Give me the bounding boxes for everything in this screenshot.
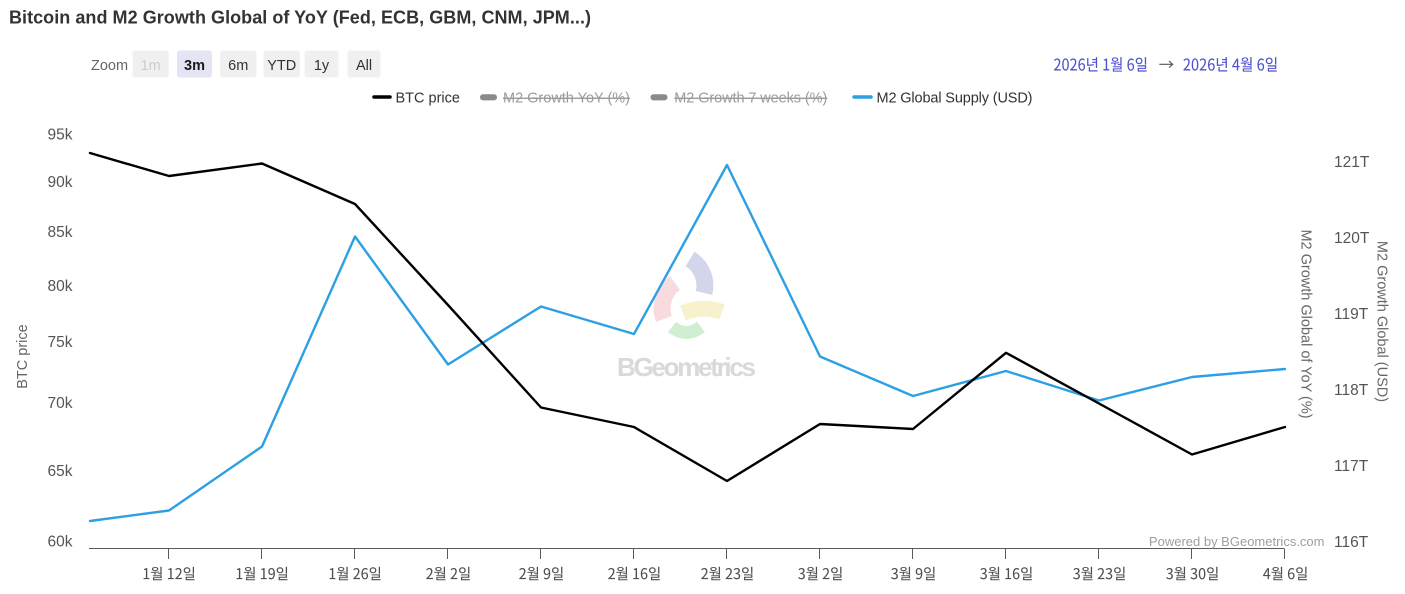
svg-text:60k: 60k (48, 533, 73, 550)
svg-text:M2 Growth YoY (%): M2 Growth YoY (%) (503, 90, 630, 106)
svg-text:M2 Growth Global (USD): M2 Growth Global (USD) (1374, 241, 1390, 402)
svg-text:Bitcoin and M2 Growth Global o: Bitcoin and M2 Growth Global of YoY (Fed… (9, 8, 591, 28)
svg-text:3m: 3m (184, 58, 205, 74)
svg-text:121T: 121T (1334, 154, 1370, 171)
svg-text:90k: 90k (48, 174, 73, 191)
svg-text:Powered by BGeometrics.com: Powered by BGeometrics.com (1149, 534, 1325, 549)
svg-text:119T: 119T (1334, 306, 1369, 323)
svg-text:120T: 120T (1334, 230, 1370, 247)
svg-text:95k: 95k (48, 126, 73, 143)
svg-text:70k: 70k (48, 395, 73, 412)
svg-text:85k: 85k (48, 224, 73, 241)
svg-text:M2 Global Supply (USD): M2 Global Supply (USD) (877, 90, 1033, 106)
svg-text:BTC price: BTC price (396, 90, 460, 106)
svg-text:Zoom: Zoom (91, 58, 128, 74)
svg-text:BGeometrics: BGeometrics (617, 352, 757, 382)
svg-text:80k: 80k (48, 278, 73, 295)
svg-text:M2 Growth 7 weeks (%): M2 Growth 7 weeks (%) (674, 90, 827, 106)
svg-text:All: All (356, 58, 372, 74)
svg-text:YTD: YTD (267, 58, 296, 74)
svg-text:M2 Growth Global of YoY (%): M2 Growth Global of YoY (%) (1298, 229, 1314, 418)
svg-text:118T: 118T (1334, 382, 1369, 399)
svg-text:116T: 116T (1334, 534, 1369, 551)
svg-text:117T: 117T (1334, 458, 1369, 475)
svg-text:1y: 1y (314, 58, 330, 74)
svg-text:1m: 1m (141, 58, 161, 74)
svg-text:6m: 6m (228, 58, 248, 74)
svg-text:BTC price: BTC price (15, 324, 31, 388)
svg-text:65k: 65k (48, 463, 73, 480)
svg-text:75k: 75k (48, 334, 73, 351)
